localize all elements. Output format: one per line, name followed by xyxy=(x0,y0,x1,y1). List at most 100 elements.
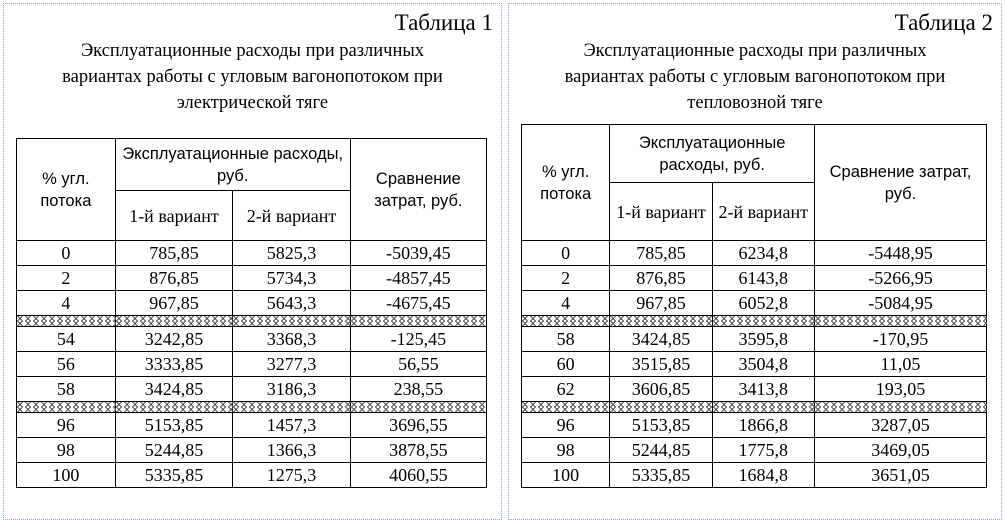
table-row: 0 785,85 6234,8 -5448,95 xyxy=(520,240,988,266)
cell-variant-2: 5643,3 xyxy=(232,290,351,316)
row-break xyxy=(520,401,988,413)
break-cell xyxy=(349,315,488,327)
cell-variant-2: 3277,3 xyxy=(232,351,351,377)
table-row: 60 3515,85 3504,8 11,05 xyxy=(520,351,988,377)
cell-pct: 100 xyxy=(520,462,611,488)
cell-variant-2: 5734,3 xyxy=(232,265,351,291)
table-row: 54 3242,85 3368,3 -125,45 xyxy=(16,326,488,352)
cell-pct: 98 xyxy=(16,437,116,463)
cell-pct: 100 xyxy=(16,462,116,488)
break-cell xyxy=(114,401,234,413)
break-cell xyxy=(114,315,234,327)
table-row: 100 5335,85 1684,8 3651,05 xyxy=(520,462,988,488)
cell-comparison: 56,55 xyxy=(349,351,488,377)
cell-variant-1: 785,85 xyxy=(609,240,713,266)
table-row: 2 876,85 5734,3 -4857,45 xyxy=(16,265,488,291)
cell-comparison: -5084,95 xyxy=(813,290,988,316)
cell-variant-2: 5825,3 xyxy=(232,240,351,266)
cell-pct: 4 xyxy=(16,290,116,316)
break-cell xyxy=(349,401,488,413)
break-cell xyxy=(16,315,116,327)
cell-pct: 2 xyxy=(520,265,611,291)
cell-pct: 58 xyxy=(16,376,116,402)
header-costs: Эксплуатационные расходы, руб. xyxy=(609,124,815,183)
table-row: 98 5244,85 1366,3 3878,55 xyxy=(16,437,488,463)
cell-variant-2: 1866,8 xyxy=(711,412,815,438)
cell-variant-1: 785,85 xyxy=(114,240,234,266)
break-cell xyxy=(813,401,988,413)
cell-variant-2: 6143,8 xyxy=(711,265,815,291)
table-row: 58 3424,85 3595,8 -170,95 xyxy=(520,326,988,352)
table-2-panel: Таблица 2 Эксплуатационные расходы при р… xyxy=(508,3,1002,520)
break-cell xyxy=(232,315,351,327)
caption-line: электрической тяге xyxy=(176,93,329,113)
cell-pct: 96 xyxy=(16,412,116,438)
cell-variant-2: 1775,8 xyxy=(711,437,815,463)
break-cell xyxy=(232,401,351,413)
cell-variant-1: 5335,85 xyxy=(609,462,713,488)
cell-comparison: -5039,45 xyxy=(349,240,488,266)
cell-variant-1: 5153,85 xyxy=(609,412,713,438)
cell-variant-1: 967,85 xyxy=(609,290,713,316)
header-costs: Эксплуатационные расходы, руб. xyxy=(114,138,351,191)
cell-comparison: 238,55 xyxy=(349,376,488,402)
header-comparison: Сравнение затрат, руб. xyxy=(349,138,488,241)
cell-variant-1: 3333,85 xyxy=(114,351,234,377)
table-row: 58 3424,85 3186,3 238,55 xyxy=(16,376,488,402)
cell-variant-1: 3606,85 xyxy=(609,376,713,402)
table-row: 4 967,85 5643,3 -4675,45 xyxy=(16,290,488,316)
header-pct: % угл. потока xyxy=(16,138,116,241)
table-row: 2 876,85 6143,8 -5266,95 xyxy=(520,265,988,291)
cell-variant-1: 3242,85 xyxy=(114,326,234,352)
table-row: 96 5153,85 1457,3 3696,55 xyxy=(16,412,488,438)
cell-variant-2: 3413,8 xyxy=(711,376,815,402)
cell-pct: 4 xyxy=(520,290,611,316)
break-cell xyxy=(520,401,612,413)
header-comparison: Сравнение затрат, руб. xyxy=(813,124,988,241)
caption-line: вариантах работы с угловым вагонопотоком… xyxy=(62,67,443,87)
header-variant-1: 1-й вариант xyxy=(114,190,234,241)
row-break xyxy=(16,315,488,327)
data-table: % угл. потока Эксплуатационные расходы, … xyxy=(16,138,488,488)
cell-pct: 96 xyxy=(520,412,611,438)
cell-variant-1: 5335,85 xyxy=(114,462,234,488)
cell-comparison: 3878,55 xyxy=(349,437,488,463)
cell-variant-2: 3186,3 xyxy=(232,376,351,402)
break-cell xyxy=(609,315,714,327)
cell-variant-2: 1457,3 xyxy=(232,412,351,438)
cell-comparison: 3696,55 xyxy=(349,412,488,438)
row-break xyxy=(520,315,988,327)
cell-variant-1: 5244,85 xyxy=(114,437,234,463)
cell-comparison: -4857,45 xyxy=(349,265,488,291)
cell-pct: 62 xyxy=(520,376,611,402)
table-number: Таблица 2 xyxy=(894,10,993,35)
cell-comparison: 11,05 xyxy=(813,351,988,377)
cell-comparison: 3469,05 xyxy=(813,437,988,463)
caption-line: тепловозной тяге xyxy=(687,93,823,113)
cell-variant-2: 1275,3 xyxy=(232,462,351,488)
cell-variant-1: 5153,85 xyxy=(114,412,234,438)
cell-comparison: -125,45 xyxy=(349,326,488,352)
cell-variant-1: 5244,85 xyxy=(609,437,713,463)
cell-comparison: -4675,45 xyxy=(349,290,488,316)
break-cell xyxy=(520,315,612,327)
break-cell xyxy=(711,315,816,327)
table-caption: Эксплуатационные расходы при различных в… xyxy=(509,38,1001,116)
table-body: 0 785,85 5825,3 -5039,45 2 876,85 5734,3 -4857,… xyxy=(16,240,488,488)
table-row: 100 5335,85 1275,3 4060,55 xyxy=(16,462,488,488)
cell-comparison: -170,95 xyxy=(813,326,988,352)
header-variant-2: 2-й вариант xyxy=(711,182,815,241)
cell-comparison: -5266,95 xyxy=(813,265,988,291)
cell-pct: 56 xyxy=(16,351,116,377)
cell-pct: 2 xyxy=(16,265,116,291)
cell-variant-2: 3504,8 xyxy=(711,351,815,377)
header-variant-1: 1-й вариант xyxy=(609,182,713,241)
table-row: 56 3333,85 3277,3 56,55 xyxy=(16,351,488,377)
header-variant-2: 2-й вариант xyxy=(232,190,351,241)
table-body: 0 785,85 6234,8 -5448,95 2 876,85 6143,8 -5266,… xyxy=(520,240,988,488)
cell-comparison: 4060,55 xyxy=(349,462,488,488)
cell-variant-2: 6234,8 xyxy=(711,240,815,266)
table-row: 4 967,85 6052,8 -5084,95 xyxy=(520,290,988,316)
cell-variant-2: 1684,8 xyxy=(711,462,815,488)
table-caption: Эксплуатационные расходы при различных в… xyxy=(4,38,501,116)
